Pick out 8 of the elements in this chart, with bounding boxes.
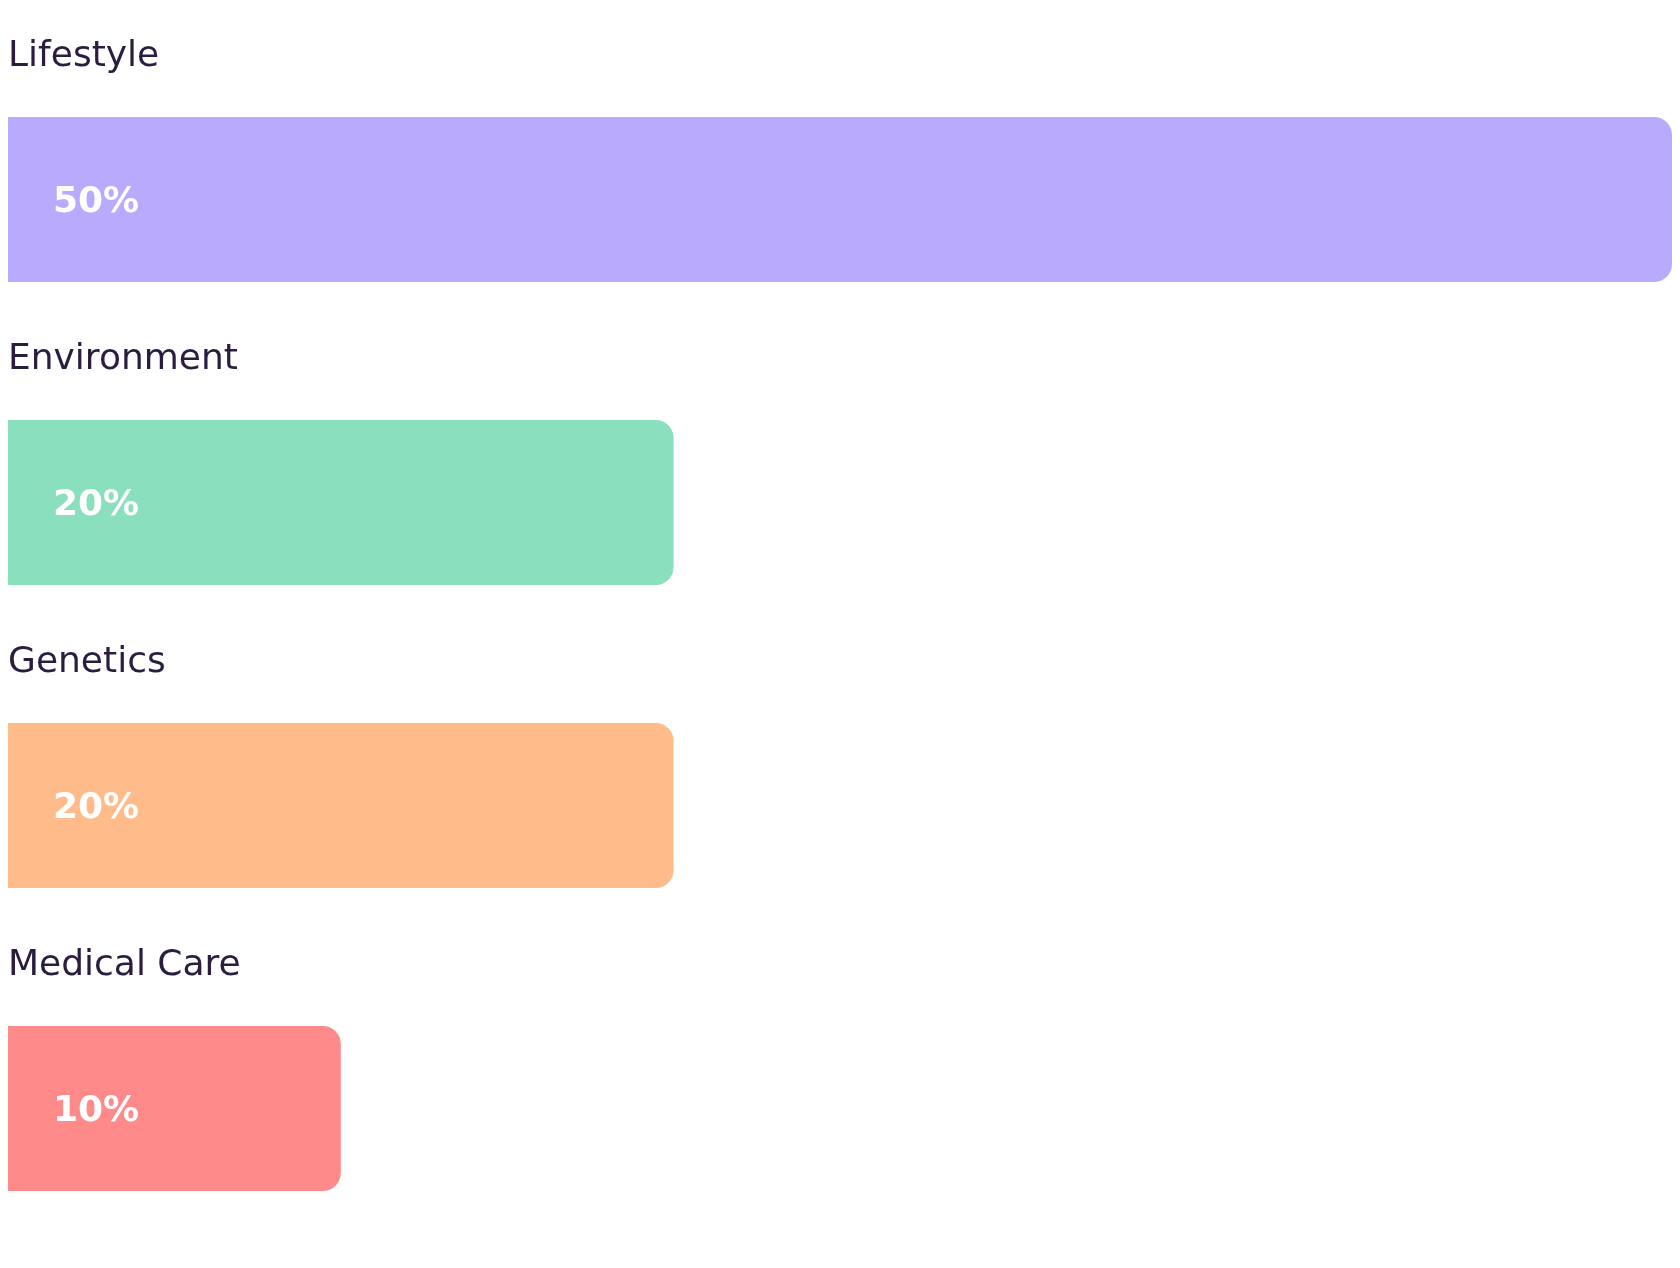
data-label: 20% [53,785,140,826]
y-tick-label: Environment [8,335,238,377]
data-label: 50% [53,179,140,220]
y-tick-label: Lifestyle [8,32,160,74]
data-label: 20% [53,482,140,523]
data-label: 10% [53,1088,140,1129]
y-tick-label: Medical Care [8,941,241,983]
y-tick-label: Genetics [8,638,166,680]
